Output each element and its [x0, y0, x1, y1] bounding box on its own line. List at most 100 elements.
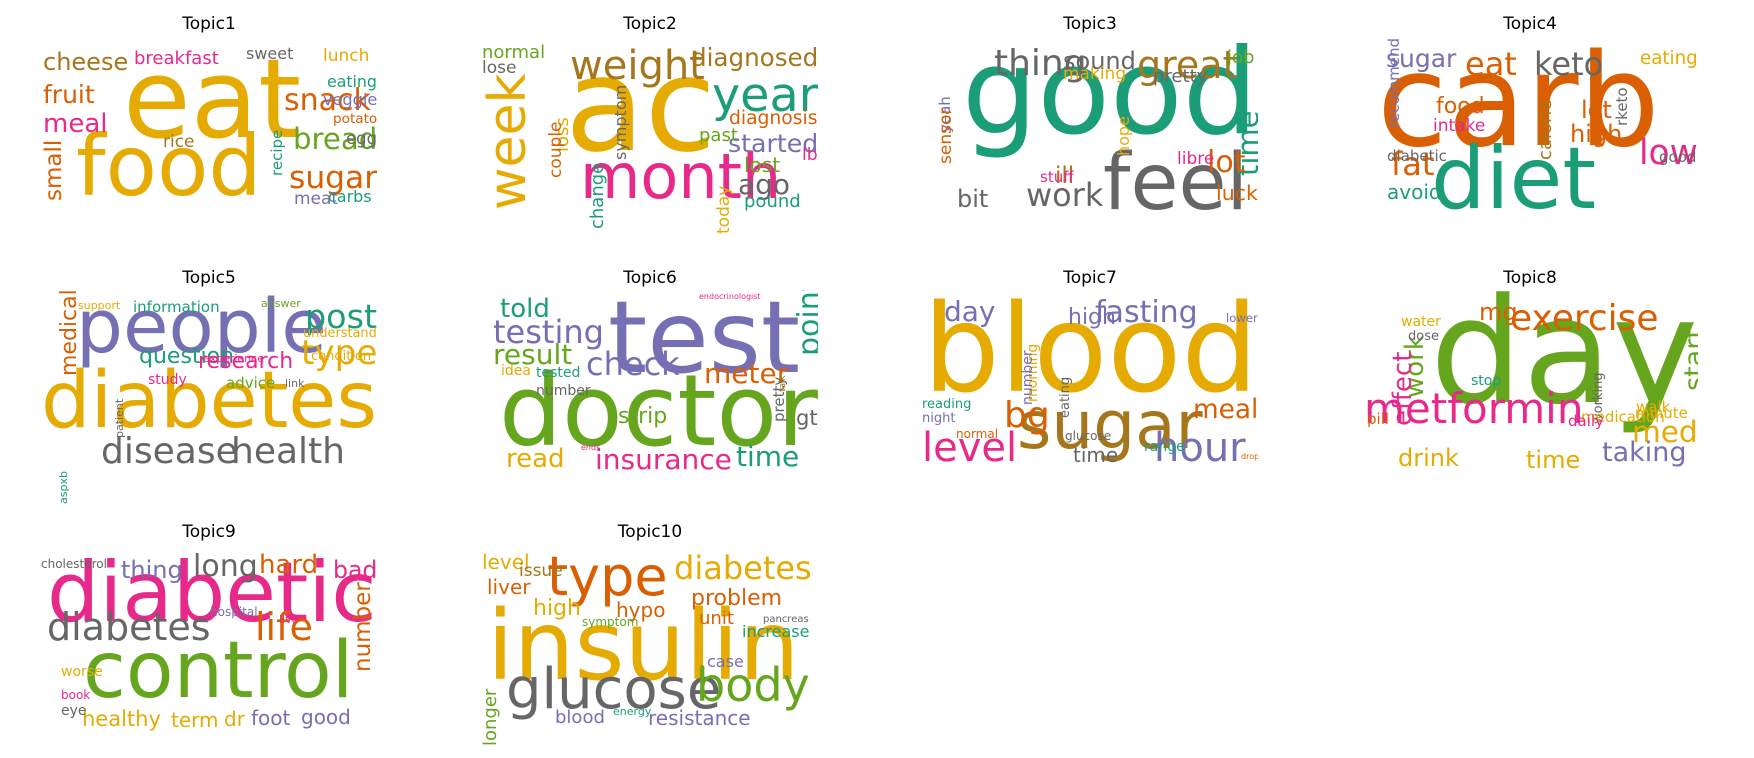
- cloud-word: dose: [1408, 329, 1439, 344]
- topic-title: Topic4: [1503, 14, 1557, 34]
- cloud-word: insurance: [595, 443, 732, 476]
- cloud-word: normal: [956, 427, 999, 441]
- cloud-word: lose: [482, 58, 517, 78]
- cloud-word: stuff: [1040, 168, 1074, 186]
- word-cloud: good feel great thing sound job time lot work bit…: [922, 36, 1258, 250]
- cloud-word: symptom: [582, 615, 639, 629]
- cloud-word: gt: [796, 405, 818, 430]
- cloud-word: read: [506, 444, 565, 474]
- cloud-word: diagnosis: [729, 108, 818, 129]
- cloud-word: answer: [261, 297, 301, 310]
- cloud-word: hope: [1114, 116, 1133, 156]
- cloud-word: eating: [1640, 48, 1698, 69]
- cloud-word: past: [699, 125, 738, 146]
- cloud-word: bit: [957, 185, 989, 213]
- cloud-word: stop: [1471, 373, 1502, 389]
- topic-panel: Topic7 blood sugar level hour fasting day high b…: [922, 268, 1258, 504]
- cloud-word: link: [285, 377, 305, 390]
- cloud-word: aspxb: [57, 471, 70, 504]
- cloud-word: point: [792, 290, 818, 356]
- cloud-word: meter: [704, 357, 789, 390]
- topic-panel: Topic4 carb diet low eat keto sugar eating fat fo…: [1362, 14, 1698, 250]
- cloud-word: walk: [1636, 398, 1671, 416]
- cloud-word: term: [171, 708, 219, 732]
- cloud-word: thing: [121, 556, 183, 584]
- cloud-word: blood: [923, 290, 1258, 420]
- cloud-word: high: [533, 596, 581, 621]
- topic-panel: Topic1 eat food sugar bread snack cheese fruit m…: [41, 14, 377, 250]
- cloud-word: doctor: [499, 354, 818, 469]
- cloud-word: understand: [303, 326, 377, 341]
- cloud-word: meat: [294, 189, 339, 209]
- topic-title: Topic1: [182, 14, 236, 34]
- cloud-word: couple: [546, 121, 566, 179]
- word-cloud: diabetic control diabetes life long hard bad th…: [41, 544, 377, 758]
- cloud-word: food: [1436, 94, 1485, 119]
- topic-title: Topic6: [623, 268, 677, 288]
- cloud-word: job: [1227, 47, 1255, 68]
- word-cloud: test doctor testing result told check meter poi…: [482, 290, 818, 504]
- cloud-word: sugar: [1386, 44, 1457, 73]
- cloud-word: week: [482, 73, 538, 210]
- cloud-word: post: [305, 297, 377, 336]
- cloud-word: calorie: [1535, 99, 1556, 160]
- cloud-word: eat: [1465, 45, 1517, 83]
- cloud-word: today: [714, 185, 734, 234]
- cloud-word: insulin: [487, 590, 800, 702]
- word-cloud: carb diet low eat keto sugar eating fat food lot h…: [1362, 36, 1698, 250]
- cloud-word: level: [922, 425, 1018, 471]
- cloud-word: rketo: [1613, 87, 1631, 126]
- cloud-word: lost: [744, 153, 781, 177]
- cloud-word: worse: [61, 664, 103, 680]
- cloud-word: testing: [493, 313, 604, 351]
- cloud-word: study: [148, 372, 187, 388]
- cloud-word: glucose: [1065, 429, 1112, 443]
- topic-title: Topic8: [1503, 268, 1557, 288]
- cloud-word: making: [1063, 64, 1127, 84]
- cloud-word: number: [536, 383, 591, 399]
- cloud-word: ill: [1055, 163, 1075, 189]
- cloud-word: drop: [1241, 452, 1258, 461]
- cloud-word: resistance: [648, 706, 751, 730]
- cloud-word: high: [1068, 305, 1116, 330]
- cloud-word: thing: [994, 43, 1087, 84]
- cloud-word: eat: [123, 36, 302, 163]
- topic-title: Topic10: [617, 522, 683, 542]
- cloud-word: blood: [555, 707, 605, 728]
- cloud-word: minute: [1635, 404, 1688, 422]
- cloud-word: rice: [163, 132, 195, 152]
- cloud-word: intake: [1433, 116, 1486, 136]
- cloud-word: meal: [1193, 395, 1258, 425]
- cloud-word: live: [279, 613, 299, 626]
- cloud-word: lower: [1226, 311, 1258, 325]
- cloud-word: fruit: [43, 80, 95, 109]
- cloud-word: sugar: [289, 160, 377, 196]
- cloud-word: bread: [293, 122, 377, 156]
- cloud-word: dr: [224, 707, 245, 731]
- cloud-word: small: [41, 139, 67, 201]
- cloud-word: hour: [1154, 425, 1246, 471]
- cloud-word: carb: [1377, 36, 1660, 176]
- cloud-word: pretty: [1153, 66, 1208, 87]
- cloud-word: eye: [61, 703, 87, 719]
- topic-title: Topic3: [1063, 14, 1117, 34]
- cloud-word: snack: [284, 83, 371, 118]
- cloud-word: pound: [744, 191, 801, 212]
- cloud-word: diabetes: [41, 356, 377, 446]
- word-cloud: blood sugar level hour fasting day high bg meal l…: [922, 290, 1258, 504]
- cloud-word: mg: [1479, 298, 1518, 326]
- cloud-word: time: [736, 440, 800, 473]
- cloud-word: number: [1020, 350, 1036, 405]
- cloud-word: normal: [482, 42, 546, 63]
- cloud-word: longer: [482, 688, 501, 746]
- cloud-word: drink: [1398, 444, 1459, 472]
- cloud-word: low: [1639, 133, 1698, 173]
- cloud-word: hard: [259, 550, 319, 580]
- cloud-word: potato: [333, 111, 377, 127]
- cloud-word: recommend: [1385, 38, 1403, 128]
- cloud-word: healthy: [82, 707, 161, 731]
- cloud-word: check: [586, 345, 680, 383]
- cloud-word: night: [922, 411, 956, 426]
- cloud-word: libre: [1177, 149, 1215, 169]
- cloud-word: liver: [487, 575, 531, 599]
